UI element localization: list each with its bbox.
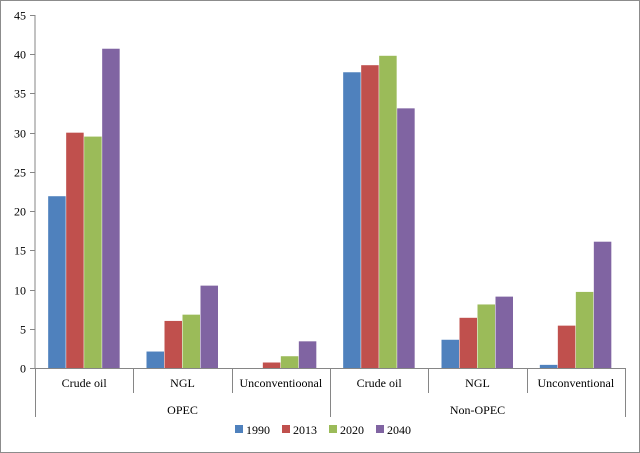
bar-2020: [182, 314, 200, 368]
bar-2020: [477, 304, 495, 368]
x-group-label: Non-OPEC: [450, 403, 505, 417]
x-category-label: Crude oil: [357, 376, 403, 390]
bar-1990: [343, 72, 361, 368]
bar-2013: [459, 317, 477, 368]
chart-bars: [48, 48, 612, 368]
legend-label: 2013: [293, 423, 317, 437]
bar-2013: [262, 362, 281, 368]
bar-2020: [84, 136, 102, 368]
x-category-label: Crude oil: [62, 376, 108, 390]
bar-1990: [539, 364, 558, 368]
bar-1990: [146, 351, 164, 368]
x-category-label: Unconventioonal: [240, 376, 323, 390]
bar-2040: [200, 285, 218, 368]
y-tick-label: 15: [14, 244, 26, 258]
bar-2013: [164, 320, 182, 368]
legend-label: 2040: [387, 423, 411, 437]
x-category-label: NGL: [170, 376, 195, 390]
bar-2013: [66, 132, 84, 368]
y-tick-label: 10: [14, 284, 26, 298]
bar-2013: [557, 325, 576, 368]
bar-2020: [280, 356, 299, 368]
bar-2020: [575, 291, 594, 368]
bar-2040: [397, 108, 415, 368]
bar-2040: [495, 296, 513, 368]
chart-axes: 0 5 10 15 20 25 30 35 40 45 Crude oil NGL Unconventi…: [14, 9, 626, 417]
legend-swatch-2013: [282, 425, 290, 433]
legend-swatch-2040: [376, 425, 384, 433]
bar-2013: [361, 65, 379, 368]
legend-swatch-2020: [329, 425, 337, 433]
y-tick-label: 20: [14, 205, 26, 219]
x-category-label: NGL: [465, 376, 490, 390]
y-tick-label: 0: [20, 362, 26, 376]
x-group-label: OPEC: [167, 403, 198, 417]
bar-2040: [298, 341, 317, 368]
bar-2020: [379, 55, 397, 368]
y-tick-label: 40: [14, 48, 26, 62]
bar-2040: [102, 48, 120, 368]
x-category-label: Unconventional: [538, 376, 615, 390]
legend-label: 1990: [246, 423, 270, 437]
chart-legend: 1990 2013 2020 2040: [235, 423, 411, 437]
legend-swatch-1990: [235, 425, 243, 433]
y-tick-label: 25: [14, 166, 26, 180]
bar-1990: [48, 196, 66, 368]
legend-label: 2020: [340, 423, 364, 437]
bar-1990: [441, 339, 459, 368]
bar-2040: [593, 241, 612, 368]
y-tick-label: 5: [20, 323, 26, 337]
y-tick-label: 45: [14, 9, 26, 23]
y-tick-label: 35: [14, 87, 26, 101]
y-tick-label: 30: [14, 127, 26, 141]
